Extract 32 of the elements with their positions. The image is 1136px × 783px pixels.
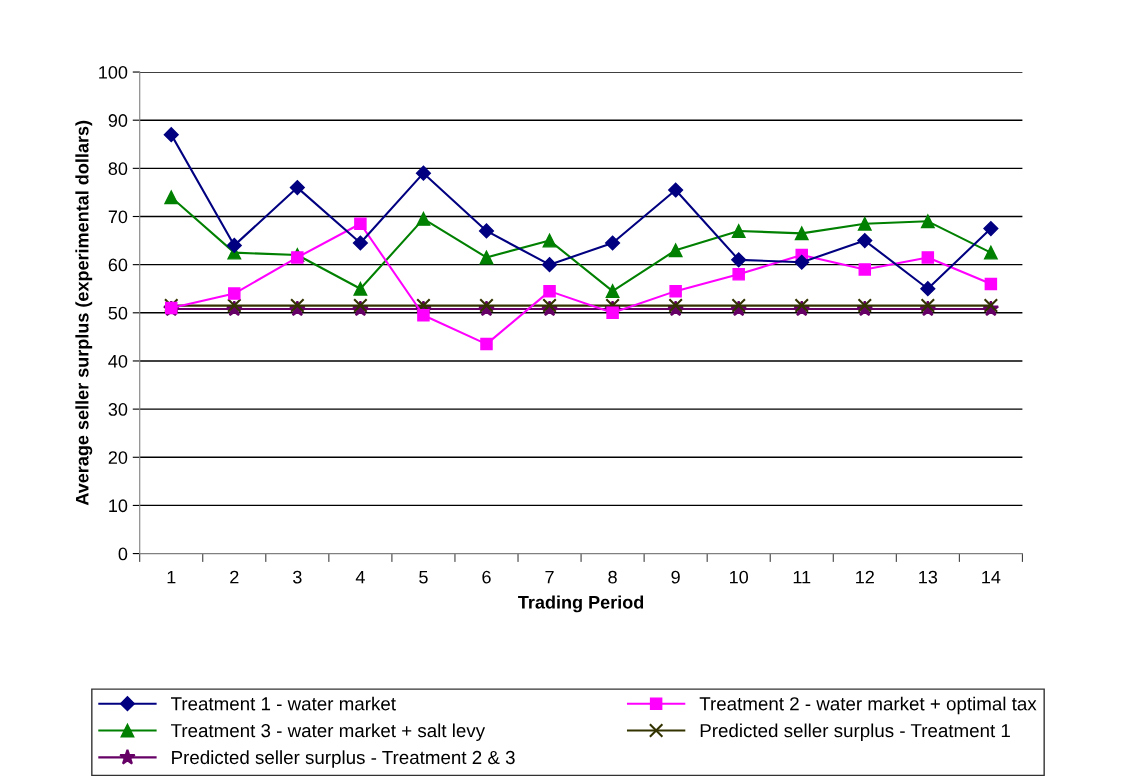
- y-tick-label: 10: [109, 499, 128, 513]
- y-tick-label: 30: [108, 403, 128, 416]
- y-tick-label: 80: [108, 162, 128, 176]
- x-tick-label: 4: [355, 570, 365, 584]
- x-tick-label: 13: [919, 570, 938, 584]
- x-tick-label: 1: [167, 570, 176, 584]
- x-tick-label: 9: [671, 570, 680, 584]
- y-axis-title: Average seller surplus (experimental dollars): [75, 120, 93, 506]
- legend-label: Predicted seller surplus - Treatment 2 & 3: [172, 750, 515, 768]
- y-tick-label: 90: [108, 114, 128, 127]
- y-tick-label: 50: [108, 306, 128, 320]
- legend-label: Treatment 1 - water market: [171, 696, 396, 711]
- x-tick-label: 8: [608, 570, 617, 584]
- y-tick-label: 70: [108, 210, 128, 224]
- legend-label: Predicted seller surplus - Treatment 1: [700, 723, 1010, 741]
- x-axis-title: Trading Period: [518, 595, 644, 613]
- x-tick-label: 3: [293, 570, 302, 584]
- legend-label: Treatment 2 - water market + optimal tax: [699, 696, 1037, 715]
- y-tick-label: 20: [108, 451, 128, 464]
- y-tick-label: 0: [118, 547, 128, 561]
- x-tick-label: 10: [730, 570, 749, 584]
- x-tick-label: 5: [419, 570, 428, 584]
- x-tick-label: 6: [482, 570, 491, 584]
- x-tick-label: 11: [793, 570, 811, 584]
- legend-label: Treatment 3 - water market + salt levy: [171, 723, 486, 741]
- y-tick-label: 100: [99, 65, 128, 79]
- x-tick-label: 14: [982, 570, 1001, 584]
- y-tick-label: 40: [108, 354, 128, 368]
- x-tick-label: 2: [230, 570, 239, 584]
- x-tick-label: 7: [545, 570, 554, 584]
- x-tick-label: 12: [856, 570, 874, 584]
- y-tick-label: 60: [108, 258, 128, 272]
